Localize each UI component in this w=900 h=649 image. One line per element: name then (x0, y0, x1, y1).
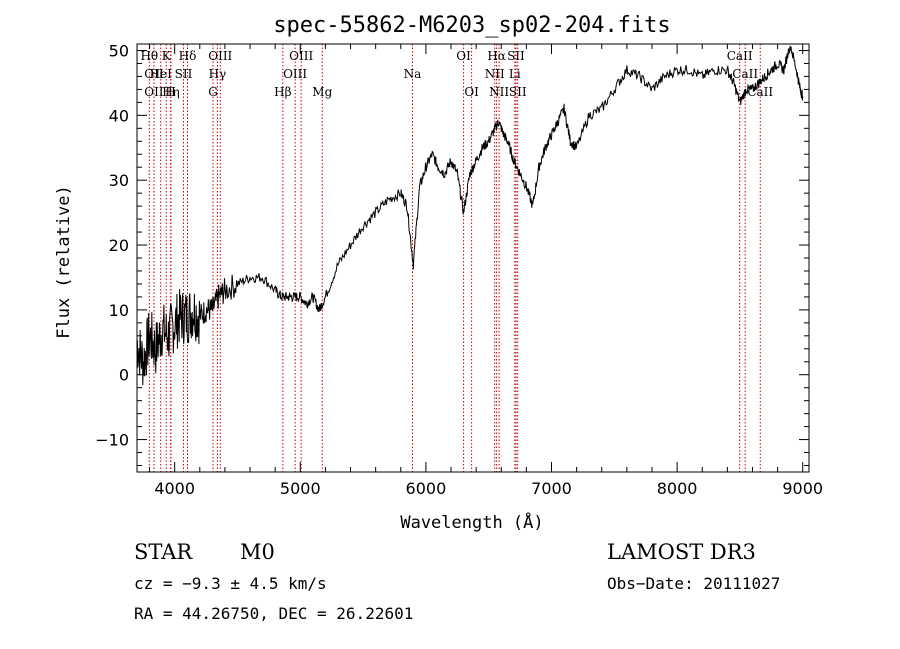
spectral-line-label: Mg (312, 85, 332, 99)
object-subclass: M0 (240, 540, 275, 564)
spectral-line-label: OII (144, 85, 164, 99)
y-tick-label: −10 (95, 431, 129, 450)
spectral-line-label: NII (489, 85, 509, 99)
spectral-line-label: SII (509, 85, 527, 99)
x-tick-label: 4000 (154, 479, 195, 498)
spectral-line-label: G (208, 85, 218, 99)
observation-date: Obs−Date: 20111027 (607, 574, 781, 593)
y-tick-label: 20 (109, 236, 129, 255)
spectral-line-label: Hα (487, 49, 506, 63)
spectral-line-label: NII (485, 67, 505, 81)
spectral-line-label: CaII (732, 67, 758, 81)
spectral-line-label: HeI (150, 67, 173, 81)
y-tick-label: 50 (109, 41, 129, 60)
spectral-line-label: OIII (283, 67, 307, 81)
spectral-line-label: Hβ (274, 85, 291, 99)
spectral-line-label: OI (456, 49, 471, 63)
spectral-line-label: Hδ (179, 49, 197, 63)
x-tick-label: 8000 (657, 479, 698, 498)
spectral-line-label: Na (404, 67, 422, 81)
spectral-line-label: OII (144, 67, 164, 81)
spectral-line-label: SII (507, 49, 525, 63)
spectral-line-label: OI (464, 85, 479, 99)
x-tick-label: 7000 (531, 479, 572, 498)
spectral-line-label: Hη (162, 85, 180, 99)
y-tick-label: 40 (109, 106, 129, 125)
spectral-line-markers (148, 44, 761, 472)
x-axis-label: Wavelength (Å) (400, 511, 543, 533)
spectral-line-label: OIII (289, 49, 313, 63)
spectral-line-label: OIII (208, 49, 232, 63)
chart-title: spec-55862-M6203_sp02-204.fits (273, 13, 670, 38)
y-tick-label: 10 (109, 301, 129, 320)
spectral-line-label: SII (175, 67, 193, 81)
axis-ticks: 4000 5000 6000 7000 8000 9000 −10 0 10 20 30 40 50 (95, 41, 823, 498)
x-tick-label: 5000 (280, 479, 321, 498)
x-tick-label: 9000 (782, 479, 823, 498)
spectral-line-label: K (162, 49, 172, 63)
spectral-line-label: Hθ (140, 49, 158, 63)
spectral-line-label: CaII (727, 49, 753, 63)
coordinates: RA = 44.26750, DEC = 26.22601 (134, 604, 414, 623)
spectral-line-label: Li (509, 67, 521, 81)
plot-frame (136, 43, 810, 473)
survey-name: LAMOST DR3 (607, 540, 756, 564)
x-tick-label: 6000 (406, 479, 447, 498)
spectral-line-label: Hγ (209, 67, 227, 81)
flux-series-line (136, 45, 804, 386)
redshift-info: cz = −9.3 ± 4.5 km/s (134, 574, 327, 593)
y-axis-label: Flux (relative) (54, 185, 74, 339)
object-type: STAR (134, 540, 193, 564)
y-tick-label: 30 (109, 171, 129, 190)
y-tick-label: 0 (119, 366, 129, 385)
spectral-line-label: H (165, 85, 175, 99)
